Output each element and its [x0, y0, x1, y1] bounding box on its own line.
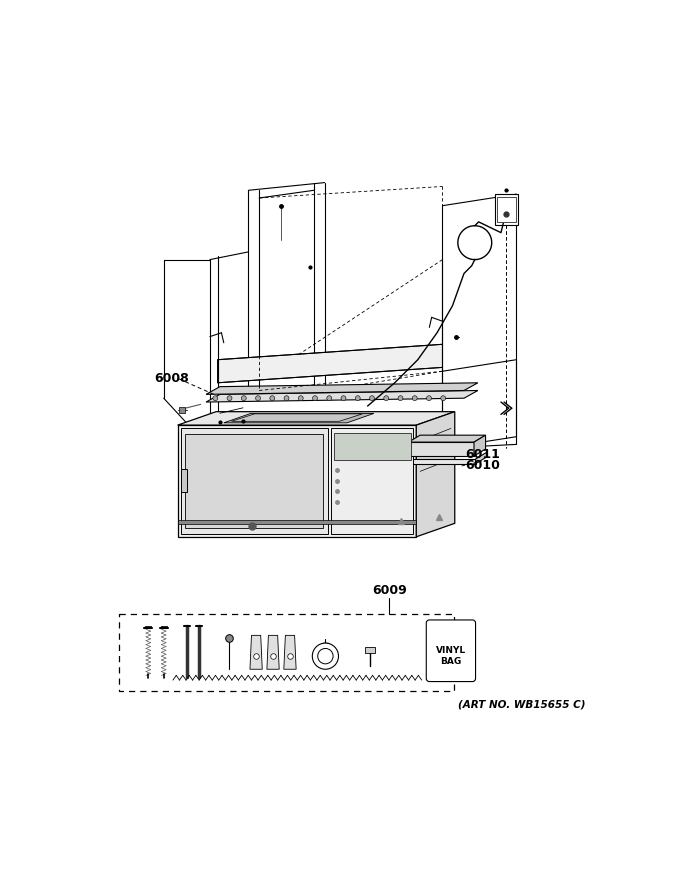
Circle shape — [441, 396, 445, 400]
Polygon shape — [250, 635, 262, 669]
Bar — [495, 194, 518, 225]
Circle shape — [327, 396, 332, 400]
Polygon shape — [416, 412, 455, 537]
Polygon shape — [284, 635, 296, 669]
Circle shape — [355, 396, 360, 400]
Circle shape — [384, 396, 389, 400]
Circle shape — [213, 396, 218, 400]
Polygon shape — [206, 383, 478, 394]
Circle shape — [313, 396, 318, 400]
Polygon shape — [181, 469, 187, 492]
Polygon shape — [409, 442, 474, 456]
Polygon shape — [177, 520, 416, 524]
Polygon shape — [218, 344, 443, 383]
Polygon shape — [475, 452, 487, 464]
Bar — [365, 647, 375, 653]
Circle shape — [270, 396, 275, 400]
Polygon shape — [206, 391, 478, 402]
Circle shape — [284, 396, 289, 400]
Polygon shape — [334, 433, 411, 459]
FancyBboxPatch shape — [426, 620, 475, 682]
Text: 6009: 6009 — [372, 583, 407, 597]
Circle shape — [241, 396, 246, 400]
Polygon shape — [409, 435, 486, 442]
Text: BAG: BAG — [440, 657, 462, 666]
Circle shape — [398, 396, 403, 400]
Polygon shape — [405, 459, 475, 464]
Circle shape — [369, 396, 375, 400]
Polygon shape — [177, 425, 416, 537]
Circle shape — [312, 643, 339, 669]
Circle shape — [256, 396, 260, 400]
Polygon shape — [231, 414, 362, 422]
Polygon shape — [330, 429, 413, 533]
Polygon shape — [224, 414, 374, 423]
Circle shape — [341, 396, 346, 400]
Text: 6010: 6010 — [466, 459, 500, 473]
Polygon shape — [267, 635, 279, 669]
Text: VINYL: VINYL — [436, 646, 466, 656]
Polygon shape — [181, 429, 328, 533]
Polygon shape — [177, 412, 455, 425]
Text: 6008: 6008 — [154, 372, 189, 385]
Text: 6011: 6011 — [466, 448, 500, 461]
Circle shape — [299, 396, 303, 400]
Polygon shape — [474, 435, 486, 456]
Circle shape — [227, 396, 232, 400]
Polygon shape — [185, 435, 323, 528]
Circle shape — [426, 396, 431, 400]
Bar — [119, 614, 454, 691]
Text: (ART NO. WB15655 C): (ART NO. WB15655 C) — [458, 700, 585, 709]
Circle shape — [412, 396, 418, 400]
Bar — [497, 197, 515, 222]
Circle shape — [318, 649, 333, 664]
